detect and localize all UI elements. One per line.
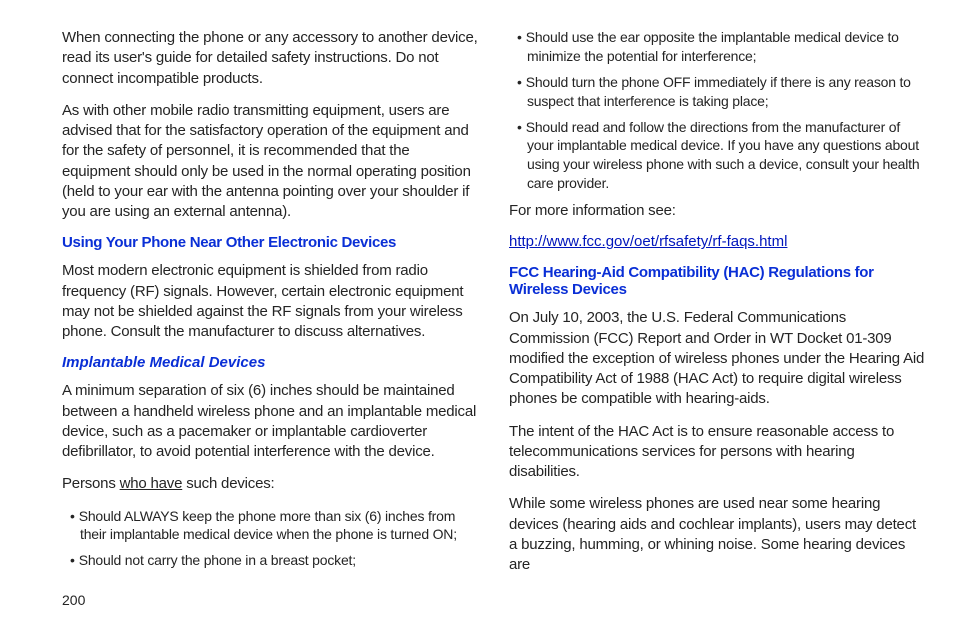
section-heading: FCC Hearing-Aid Compatibility (HAC) Regu…: [509, 264, 926, 298]
paragraph: The intent of the HAC Act is to ensure r…: [509, 422, 926, 483]
section-heading: Using Your Phone Near Other Electronic D…: [62, 234, 479, 251]
list-item: Should ALWAYS keep the phone more than s…: [62, 507, 479, 545]
bullet-list: Should ALWAYS keep the phone more than s…: [62, 507, 479, 571]
paragraph: Persons who have such devices:: [62, 474, 479, 494]
paragraph: When connecting the phone or any accesso…: [62, 28, 479, 89]
list-item: Should not carry the phone in a breast p…: [62, 551, 479, 570]
text-span: such devices:: [182, 475, 274, 492]
document-page: When connecting the phone or any accesso…: [0, 0, 954, 597]
list-item: Should read and follow the directions fr…: [509, 118, 926, 194]
left-column: When connecting the phone or any accesso…: [62, 28, 479, 587]
external-link[interactable]: http://www.fcc.gov/oet/rfsafety/rf-faqs.…: [509, 233, 926, 250]
page-number: 200: [62, 592, 85, 608]
right-column: Should use the ear opposite the implanta…: [509, 28, 926, 587]
underlined-text: who have: [120, 475, 183, 492]
paragraph: A minimum separation of six (6) inches s…: [62, 381, 479, 462]
paragraph: As with other mobile radio transmitting …: [62, 101, 479, 223]
paragraph: While some wireless phones are used near…: [509, 494, 926, 575]
list-item: Should turn the phone OFF immediately if…: [509, 73, 926, 111]
paragraph: For more information see:: [509, 201, 926, 221]
paragraph: Most modern electronic equipment is shie…: [62, 261, 479, 342]
paragraph: On July 10, 2003, the U.S. Federal Commu…: [509, 308, 926, 409]
subsection-heading: Implantable Medical Devices: [62, 354, 479, 371]
bullet-list: Should use the ear opposite the implanta…: [509, 28, 926, 193]
list-item: Should use the ear opposite the implanta…: [509, 28, 926, 66]
text-span: Persons: [62, 475, 120, 492]
